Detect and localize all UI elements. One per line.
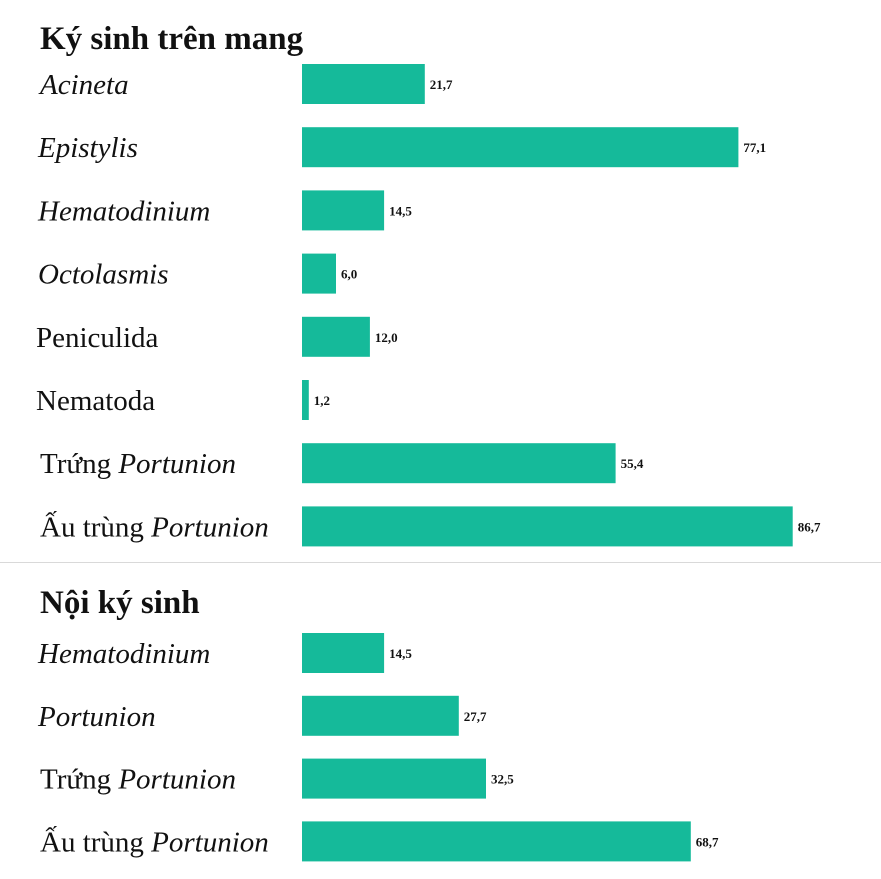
category-label-part: Peniculida xyxy=(36,322,159,354)
value-label: 21,7 xyxy=(430,77,453,92)
value-label: 68,7 xyxy=(696,834,719,849)
bar xyxy=(302,190,385,231)
category-label: Nematoda xyxy=(36,385,155,417)
category-label-part: Portunion xyxy=(117,448,236,480)
value-label: 12,0 xyxy=(375,330,398,345)
bar xyxy=(302,64,425,104)
bar xyxy=(302,758,486,799)
category-label: Hematodinium xyxy=(37,638,210,670)
bar xyxy=(302,380,309,420)
category-label: Epistylis xyxy=(37,132,138,164)
value-label: 32,5 xyxy=(491,772,514,787)
category-label-part: Portunion xyxy=(117,764,236,796)
bar xyxy=(302,443,616,484)
value-label: 27,7 xyxy=(464,709,487,724)
value-label: 55,4 xyxy=(621,456,644,471)
value-label: 1,2 xyxy=(314,393,330,408)
category-label-part: Epistylis xyxy=(37,132,138,164)
bar xyxy=(302,821,691,862)
category-label-part: Hematodinium xyxy=(37,638,210,670)
value-label: 14,5 xyxy=(389,203,412,218)
category-label-part: Ấu trùng xyxy=(40,824,151,858)
bar xyxy=(302,253,336,294)
category-label: Octolasmis xyxy=(38,259,169,291)
chart-panel-1: Ký sinh trên mang 21,7 Acineta 77,1 Epistyli… xyxy=(36,21,821,547)
section-title: Nội ký sinh xyxy=(40,585,200,621)
category-label-part: Octolasmis xyxy=(38,259,169,291)
category-label: Trứng Portunion xyxy=(40,448,236,480)
category-label: Acineta xyxy=(38,69,129,101)
bar xyxy=(302,127,739,168)
category-label-part: Ấu trùng xyxy=(40,509,151,543)
category-label-part: Trứng xyxy=(40,764,118,796)
category-label-part: Portunion xyxy=(150,826,269,858)
category-label: Ấu trùng Portunion xyxy=(40,824,269,858)
category-label-part: Hematodinium xyxy=(37,195,210,227)
bar xyxy=(302,506,793,547)
bar xyxy=(302,633,385,673)
category-label-part: Trứng xyxy=(40,448,118,480)
value-label: 77,1 xyxy=(743,140,766,155)
category-label-part: Nematoda xyxy=(36,385,155,417)
bar xyxy=(302,316,370,357)
value-label: 86,7 xyxy=(798,519,821,534)
chart-panel-2: Nội ký sinh 14,5 Hematodinium 27,7 Portunion… xyxy=(37,585,719,862)
bar xyxy=(302,695,459,736)
category-label-part: Acineta xyxy=(38,69,129,101)
section-title: Ký sinh trên mang xyxy=(40,21,304,57)
value-label: 6,0 xyxy=(341,267,357,282)
category-label: Peniculida xyxy=(36,322,159,354)
value-label: 14,5 xyxy=(389,646,412,661)
category-label: Ấu trùng Portunion xyxy=(40,509,269,543)
category-label-part: Portunion xyxy=(37,701,156,733)
category-label: Portunion xyxy=(37,701,156,733)
category-label-part: Portunion xyxy=(150,511,269,543)
category-label: Trứng Portunion xyxy=(40,764,236,796)
category-label: Hematodinium xyxy=(37,195,210,227)
